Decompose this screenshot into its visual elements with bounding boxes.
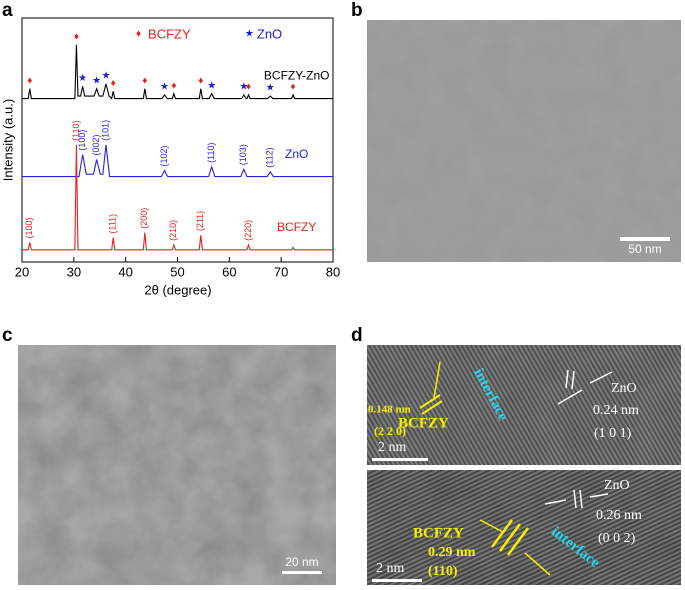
annotation: (1 0 1) xyxy=(594,426,632,441)
peak-label: (102) xyxy=(159,145,169,166)
legend-label: BCFZY xyxy=(148,26,191,41)
annotation: 0.24 nm xyxy=(593,403,639,418)
annotation: 0.148 nm xyxy=(368,404,411,416)
series-label: BCFZY-ZnO xyxy=(264,69,330,83)
peak-label: (110) xyxy=(206,142,216,162)
phase-marker: ★ xyxy=(78,73,87,84)
phase-marker: ★ xyxy=(266,83,275,94)
phase-marker: ★ xyxy=(207,80,216,91)
phase-marker: ♦ xyxy=(291,82,296,93)
peak-label: (220) xyxy=(243,220,253,241)
phase-marker: ♦ xyxy=(198,75,203,86)
phase-marker: ♦ xyxy=(246,82,251,93)
panel-label: a xyxy=(2,0,13,21)
phase-marker: ♦ xyxy=(171,80,176,91)
phase-marker: ♦ xyxy=(27,75,32,86)
phase-marker: ★ xyxy=(160,82,169,93)
peak-label: (101) xyxy=(100,120,110,141)
scale-bar-label: 50 nm xyxy=(628,242,661,256)
peak-label: (211) xyxy=(195,211,205,231)
peak-label: (112) xyxy=(265,147,275,167)
annotation: (110) xyxy=(428,564,458,579)
annotation: 0.26 nm xyxy=(596,508,642,523)
annotation: BCFZY xyxy=(413,525,464,541)
x-tick-label: 50 xyxy=(170,264,184,279)
xrd-chart: 2θ (degree) Intensity (a.u.) 20 30 40 50 60 7… xyxy=(0,17,340,297)
scale-bar-label: 2 nm xyxy=(378,440,407,455)
phase-marker: ♦ xyxy=(74,31,79,42)
x-axis-title: 2θ (degree) xyxy=(144,282,211,297)
legend-symbol: ★ xyxy=(245,29,254,40)
peak-label: (103) xyxy=(238,144,248,165)
series-label: BCFZY xyxy=(277,220,316,234)
tem-image-b: 50 nm xyxy=(367,20,681,262)
panel-label: b xyxy=(351,0,363,21)
annotation: (2 2 0) xyxy=(374,424,406,438)
xrd-trace xyxy=(22,144,333,251)
x-tick-label: 60 xyxy=(222,264,236,279)
peak-label: (100) xyxy=(77,130,87,151)
phase-marker: ♦ xyxy=(111,78,116,89)
peak-label: (100) xyxy=(24,217,34,238)
series-label: ZnO xyxy=(285,147,308,161)
annotation: (0 0 2) xyxy=(598,531,636,546)
peak-label: (111) xyxy=(108,214,118,234)
x-tick-label: 40 xyxy=(118,264,132,279)
hrtem-image-bottom: ZnO 0.26 nm (0 0 2) BCFZY 0.29 nm (110) … xyxy=(367,470,681,585)
peak-label: (110) xyxy=(71,121,81,141)
xrd-trace xyxy=(22,144,333,178)
annotation: 0.29 nm xyxy=(428,545,476,560)
phase-marker: ★ xyxy=(92,75,101,86)
hrtem-image-top: 0.148 nm (2 2 0) BCFZY interface ZnO 0.2… xyxy=(367,345,681,465)
legend-label: ZnO xyxy=(257,26,282,41)
phase-marker: ★ xyxy=(239,82,248,93)
panel-label: d xyxy=(351,325,363,346)
peak-label: (200) xyxy=(139,208,149,229)
legend-symbol: ♦ xyxy=(136,29,141,40)
x-tick-label: 30 xyxy=(67,264,81,279)
panel-label: c xyxy=(2,325,13,346)
x-tick-label: 20 xyxy=(15,264,29,279)
x-tick-label: 70 xyxy=(274,264,288,279)
phase-marker: ★ xyxy=(101,71,110,82)
annotation: ZnO xyxy=(611,381,637,396)
scale-bar-label: 2 nm xyxy=(376,561,405,576)
scale-bar-label: 20 nm xyxy=(285,555,318,569)
xrd-trace xyxy=(22,44,333,100)
annotation: ZnO xyxy=(604,478,630,493)
peak-label: (210) xyxy=(168,220,178,241)
y-axis-title: Intensity (a.u.) xyxy=(0,99,15,181)
peak-label: (002) xyxy=(91,135,101,156)
annotation: BCFZY xyxy=(398,415,449,431)
tem-image-c: 20 nm xyxy=(18,345,336,585)
x-tick-label: 80 xyxy=(326,264,340,279)
phase-marker: ♦ xyxy=(142,75,147,86)
